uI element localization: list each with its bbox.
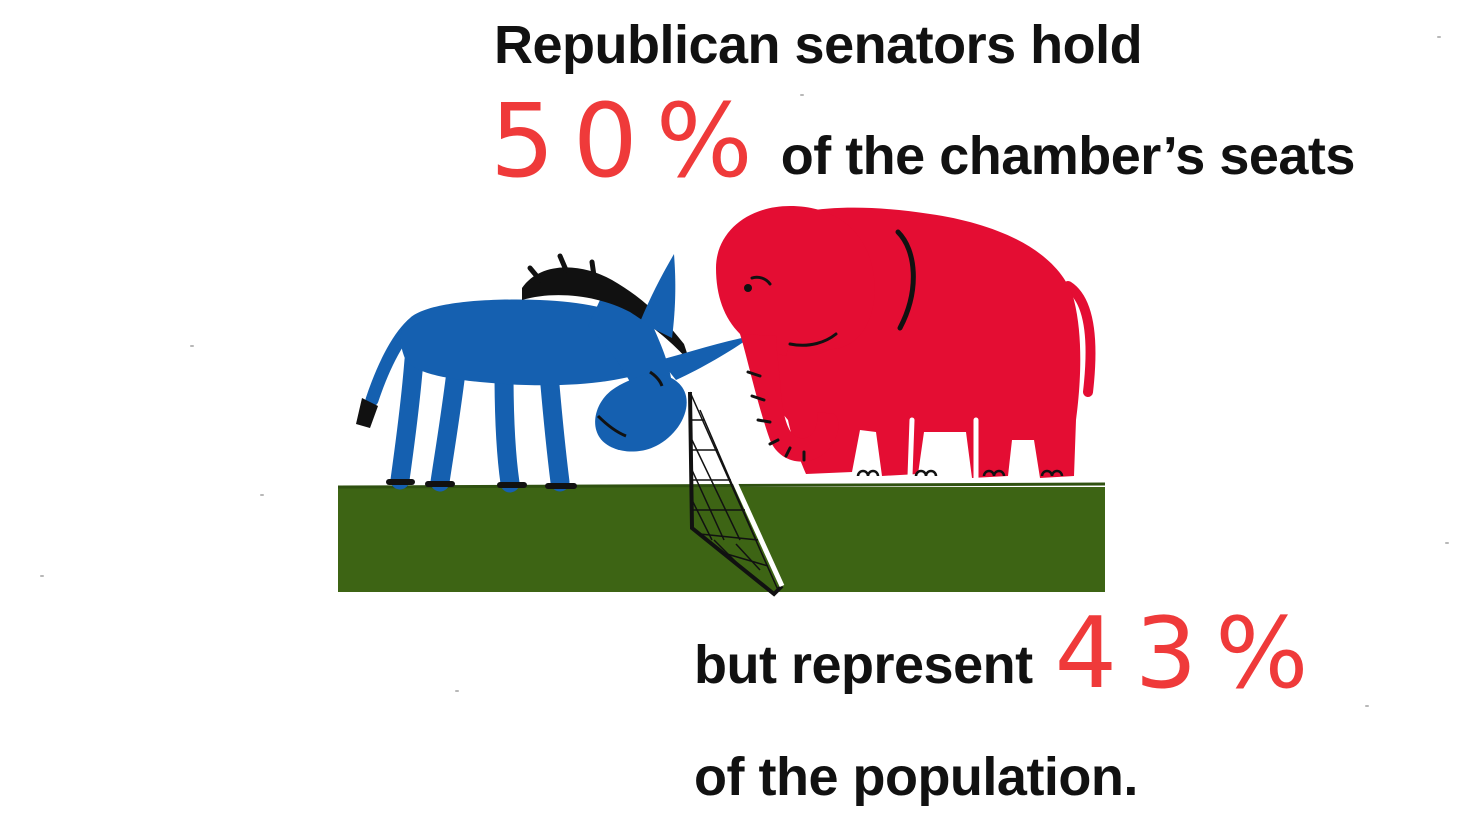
headline-line-3: but represent 43% xyxy=(694,604,1326,704)
dust-speck xyxy=(800,94,804,96)
elephant-icon xyxy=(716,206,1096,481)
dust-speck xyxy=(40,575,44,577)
population-lead-text: but represent xyxy=(694,635,1033,695)
donkey-icon xyxy=(356,253,752,493)
dust-speck xyxy=(455,690,459,692)
population-share-stat: 43% xyxy=(1054,597,1327,711)
dust-speck xyxy=(1365,705,1369,707)
net-icon xyxy=(688,390,785,597)
dust-speck xyxy=(1445,542,1449,544)
grass-field xyxy=(337,482,1106,592)
seat-share-caption: of the chamber’s seats xyxy=(780,126,1356,186)
seat-share-stat: 50% xyxy=(490,82,771,201)
dust-speck xyxy=(260,494,264,496)
headline-line-2: 50% of the chamber’s seats xyxy=(490,82,1356,201)
headline-line-4: of the population. xyxy=(694,747,1138,807)
headline-line-1: Republican senators hold xyxy=(494,15,1143,75)
dust-speck xyxy=(190,345,194,347)
dust-speck xyxy=(1437,36,1441,38)
